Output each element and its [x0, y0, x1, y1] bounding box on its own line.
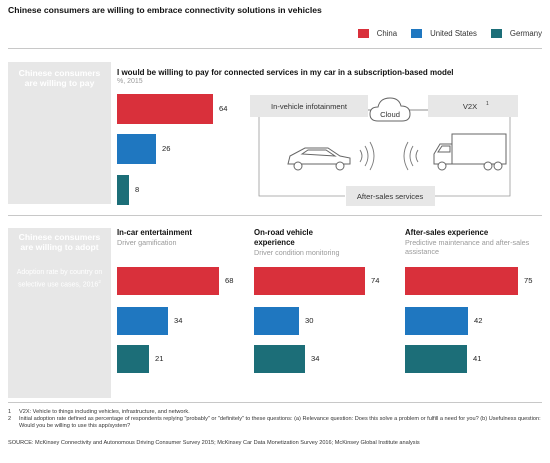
- segment-subtitle-aftersales: Predictive maintenance and after-sales a…: [405, 238, 530, 256]
- legend-item-united-states: United States: [411, 29, 477, 38]
- bar-value-label: 21: [155, 354, 164, 363]
- legend: China United States Germany: [344, 29, 542, 38]
- chart-title: Chinese consumers are willing to embrace…: [8, 5, 322, 15]
- segment-title-aftersales: After-sales experience: [405, 228, 489, 237]
- side-subheading-adopt: Adoption rate by country on selective us…: [16, 269, 103, 288]
- bar-value-label: 8: [135, 185, 140, 194]
- footnote-number: 1: [8, 409, 12, 415]
- bar-germany: [254, 345, 305, 373]
- truck-icon: [433, 133, 507, 171]
- bar-united-states: [405, 307, 468, 335]
- segment-title-onroad: On-road vehicle experience: [254, 228, 313, 247]
- footnote-text: V2X: Vehicle to things including vehicle…: [19, 409, 190, 415]
- side-panel-pay: Chinese consumers are willing to pay: [8, 62, 111, 204]
- divider-top: [8, 48, 542, 49]
- question-unit: %, 2015: [117, 78, 143, 85]
- bar-germany: [405, 345, 467, 373]
- bar-germany: [117, 175, 129, 205]
- aftersales-label: After-sales services: [357, 192, 423, 201]
- segment-subtitle-onroad: Driver condition monitoring: [254, 248, 340, 257]
- v2x-sup: 1: [486, 101, 489, 107]
- footnote-number: 2: [8, 416, 12, 423]
- bar-value-label: 74: [371, 276, 380, 285]
- bar-value-label: 41: [473, 354, 482, 363]
- legend-swatch: [490, 29, 502, 38]
- bar-value-label: 42: [474, 316, 483, 325]
- bar-value-label: 64: [219, 104, 228, 113]
- legend-item-china: China: [357, 29, 398, 38]
- bar-germany: [117, 345, 149, 373]
- bar-value-label: 34: [174, 316, 183, 325]
- segment-subtitle-entertainment: Driver gamification: [117, 238, 177, 247]
- question-title: I would be willing to pay for connected …: [117, 68, 454, 77]
- footnotes: 1 V2X: Vehicle to things including vehicl…: [8, 409, 542, 431]
- divider-middle: [8, 215, 542, 216]
- footnote-1: 1 V2X: Vehicle to things including vehicl…: [8, 409, 542, 416]
- segment-title-entertainment: In-car entertainment: [117, 228, 192, 237]
- footnote-text: Initial adoption rate defined as percent…: [19, 416, 541, 430]
- bar-value-label: 30: [305, 316, 314, 325]
- connector-left: [258, 117, 345, 197]
- bar-value-label: 68: [225, 276, 234, 285]
- bar-united-states: [117, 134, 156, 164]
- bar-china: [117, 267, 219, 295]
- bar-china: [254, 267, 365, 295]
- divider-bottom: [8, 402, 542, 403]
- side-heading-pay: Chinese consumers are willing to pay: [18, 68, 101, 88]
- bar-china: [117, 94, 213, 124]
- v2x-box: [428, 95, 518, 117]
- connectivity-diagram: In-vehicle infotainment V2X 1 Cloud Afte…: [250, 95, 518, 206]
- infotainment-box: [250, 95, 368, 117]
- footnote-2: 2 Initial adoption rate defined as percen…: [8, 416, 542, 430]
- bar-united-states: [117, 307, 168, 335]
- bar-united-states: [254, 307, 299, 335]
- cloud-label: Cloud: [380, 110, 400, 119]
- wireless-signal-icon: [359, 141, 419, 171]
- connector-right: [435, 117, 511, 197]
- bar-value-label: 75: [524, 276, 533, 285]
- bar-china: [405, 267, 518, 295]
- legend-label: United States: [430, 29, 477, 38]
- side-panel-adopt: Chinese consumers are willing to adopt A…: [8, 228, 111, 398]
- infotainment-label: In-vehicle infotainment: [271, 102, 348, 111]
- legend-label: China: [376, 29, 398, 38]
- side-heading-adopt: Chinese consumers are willing to adopt: [18, 232, 101, 252]
- legend-item-germany: Germany: [490, 29, 542, 38]
- legend-label: Germany: [509, 29, 542, 38]
- bar-value-label: 26: [162, 144, 171, 153]
- car-icon: [287, 147, 351, 171]
- source-note: SOURCE: McKinsey Connectivity and Autono…: [8, 440, 420, 446]
- aftersales-box: [346, 186, 435, 206]
- legend-swatch: [357, 29, 369, 38]
- legend-swatch: [411, 29, 423, 38]
- bar-value-label: 34: [311, 354, 320, 363]
- v2x-label: V2X: [463, 102, 477, 111]
- cloud-icon: [369, 97, 411, 122]
